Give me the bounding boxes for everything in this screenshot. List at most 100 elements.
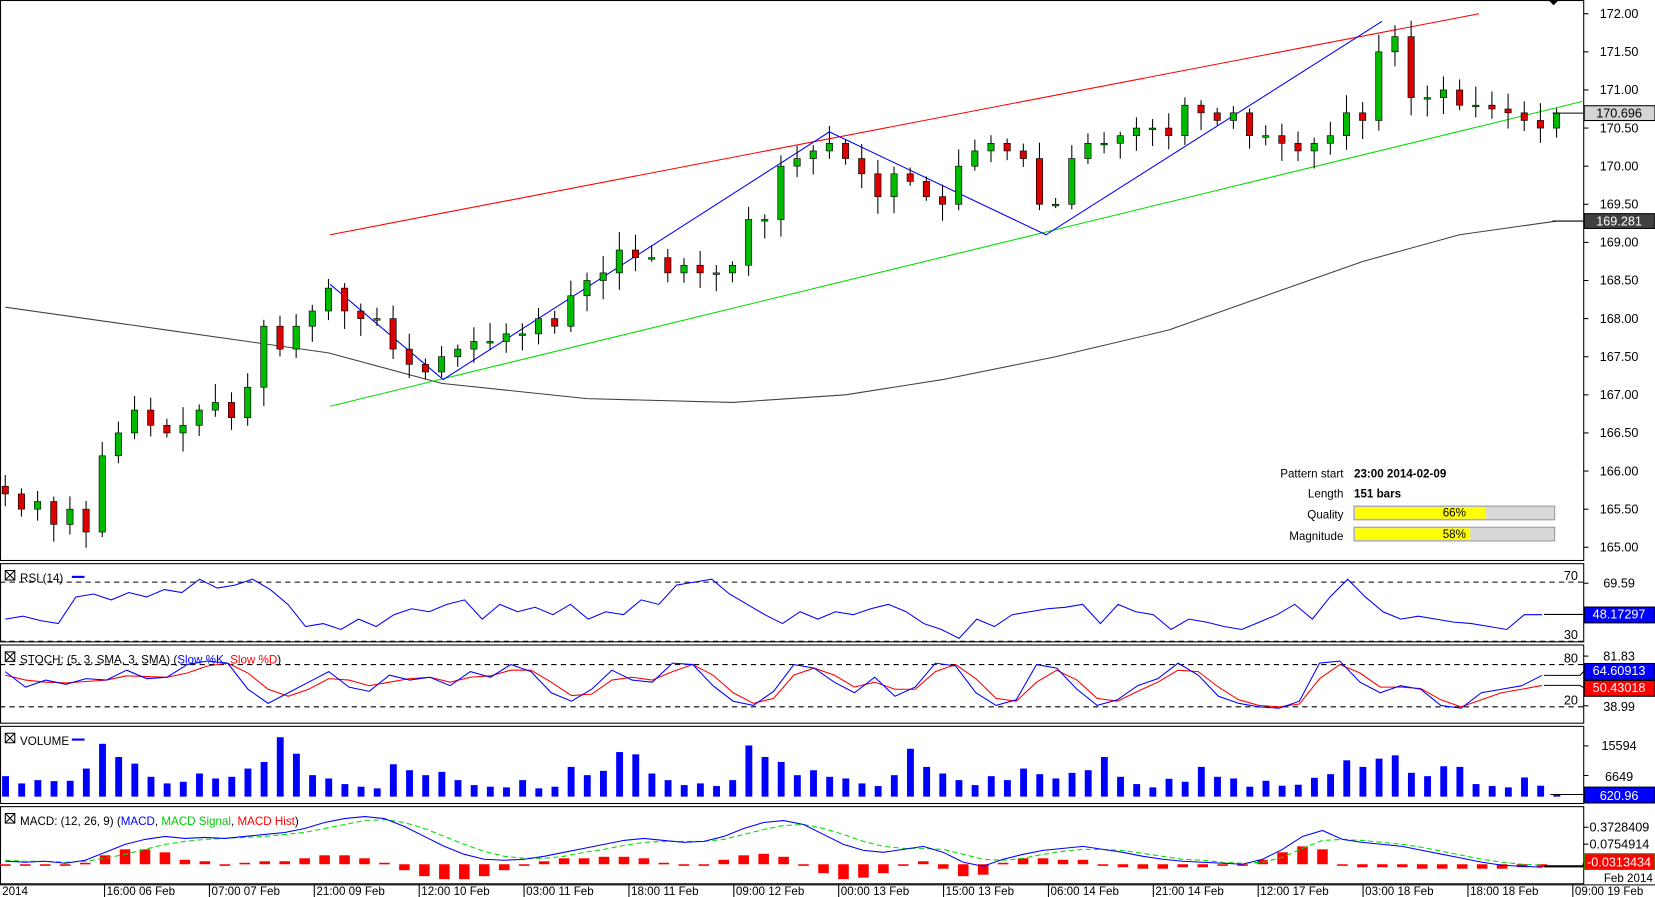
bearish-candle <box>696 264 704 274</box>
bullish-candle <box>1326 135 1334 144</box>
macd-hist-bar <box>1456 864 1468 869</box>
channel-lower-line <box>329 100 1583 407</box>
macd-title: MACD: (12, 26, 9) (MACD, MACD Signal, MA… <box>20 815 299 828</box>
bullish-candle <box>438 356 446 373</box>
price-tick-label: 165.50 <box>1600 502 1639 516</box>
volume-bar <box>406 770 413 797</box>
volume-bar <box>179 781 187 797</box>
stoch-k-current-badge <box>1583 662 1655 680</box>
bearish-candle <box>1246 112 1254 137</box>
macd-hist-bar <box>638 858 650 865</box>
volume-bar <box>632 754 640 797</box>
time-tick-label: 09:00 12 Feb <box>736 885 804 897</box>
bullish-candle <box>292 325 300 350</box>
macd-hist-bar <box>1337 864 1348 866</box>
volume-bar <box>842 778 850 797</box>
magnitude-bar-fill <box>1355 528 1471 540</box>
volume-bar <box>66 780 74 797</box>
bullish-candle <box>567 295 575 327</box>
volume-bar <box>325 778 333 797</box>
price-tick-label: 171.00 <box>1600 83 1639 97</box>
volume-bar <box>1311 777 1318 797</box>
bullish-candle <box>1068 158 1076 205</box>
macd-hist-bar <box>598 856 610 865</box>
bearish-candle <box>147 409 155 426</box>
volume-bar <box>987 776 995 797</box>
scroll-marker-icon <box>1548 0 1559 6</box>
rsi-panel-frame <box>0 563 1585 643</box>
volume-bar <box>503 787 510 797</box>
macd-hist-bar <box>39 864 51 866</box>
volume-bar <box>1440 766 1448 797</box>
bearish-candle <box>1407 36 1415 98</box>
bearish-candle <box>421 364 429 373</box>
macd-hist-bar <box>1117 864 1129 868</box>
bullish-candle <box>260 325 268 388</box>
price-tick-label: 172.00 <box>1600 7 1639 21</box>
time-tick-label: 12:00 10 Feb <box>421 885 489 897</box>
bearish-candle <box>389 318 397 350</box>
volume-bar <box>341 784 349 797</box>
bullish-candle <box>971 150 979 167</box>
macd-hist-bar <box>1077 859 1089 865</box>
volume-bar <box>890 775 898 797</box>
bullish-candle <box>211 402 219 411</box>
volume-bar <box>1036 774 1044 797</box>
volume-bar <box>519 780 527 797</box>
bullish-candle <box>1229 112 1237 121</box>
bullish-candle <box>1343 112 1350 137</box>
bullish-candle <box>308 310 316 327</box>
bullish-candle <box>583 280 591 297</box>
macd-hist-bar <box>977 864 989 875</box>
bullish-candle <box>890 173 898 197</box>
volume-bar <box>955 780 963 797</box>
price-tick-label: 165.00 <box>1600 540 1639 554</box>
bearish-candle <box>1488 104 1496 110</box>
macd-hist-bar <box>119 849 131 865</box>
volume-bar <box>260 761 268 797</box>
volume-bar <box>1407 772 1415 797</box>
volume-bar <box>664 780 672 797</box>
stoch-axis-label-high: 81.83 <box>1603 649 1635 663</box>
volume-bar <box>858 783 866 797</box>
macd-line <box>5 816 1543 868</box>
time-tick-label: 00:00 13 Feb <box>841 885 909 897</box>
volume-bar <box>648 773 656 797</box>
time-tick-label: 09:00 19 Feb <box>1575 885 1643 897</box>
volume-bar <box>309 775 317 797</box>
macd-hist-bar <box>259 861 271 865</box>
volume-bar <box>373 788 381 797</box>
macd-panel: MACD: (12, 26, 9) (MACD, MACD Signal, MA… <box>0 806 1655 885</box>
volume-bar <box>115 757 123 797</box>
stoch-level-20: 20 <box>1564 694 1578 708</box>
macd-hist-bar <box>758 853 769 865</box>
bullish-candle <box>599 272 607 281</box>
volume-bar <box>18 783 26 797</box>
volume-current-badge <box>1583 786 1655 804</box>
bearish-candle <box>551 318 559 327</box>
macd-axis-label-high: 0.3728409 <box>1590 820 1650 834</box>
macd-hist-bar <box>1037 858 1049 865</box>
macd-hist-bar <box>937 864 949 869</box>
volume-bar <box>1165 778 1173 797</box>
pattern-start-label: Pattern start <box>1280 468 1344 481</box>
macd-hist-bar <box>778 856 789 865</box>
bullish-candle <box>454 348 462 358</box>
bullish-candle <box>1375 51 1383 121</box>
price-panel-frame <box>0 0 1585 562</box>
rsi-level-70: 70 <box>1564 569 1578 583</box>
time-tick-label: 12:00 17 Feb <box>1260 885 1328 897</box>
time-tick-label: 06:00 14 Feb <box>1051 885 1119 897</box>
stoch-level-80: 80 <box>1564 651 1578 665</box>
macd-hist-bar <box>1357 864 1368 868</box>
stoch-d-current-label: 50.43018 <box>1593 681 1646 695</box>
volume-panel: VOLUME 15594 6649 620.96 <box>0 725 1655 805</box>
pattern-start-value: 23:00 2014-02-09 <box>1354 468 1447 481</box>
macd-hist-bar <box>1476 864 1488 869</box>
volume-bar <box>1456 766 1464 797</box>
volume-bar <box>1521 777 1528 797</box>
volume-bar <box>583 775 591 797</box>
macd-hist-bar <box>1496 864 1508 869</box>
quality-bar-fill <box>1355 507 1487 519</box>
volume-bar <box>292 753 300 797</box>
